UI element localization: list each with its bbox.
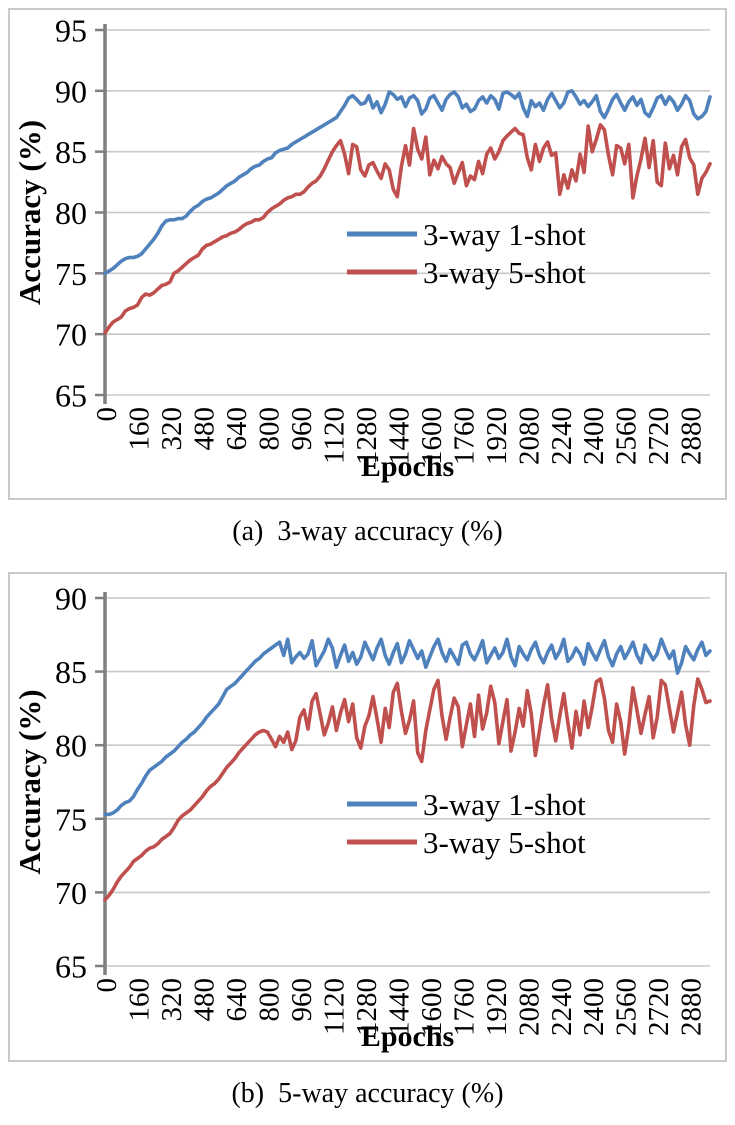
x-tick-label: 0 [91, 407, 123, 422]
x-tick-label: 320 [156, 978, 188, 1022]
x-tick-label: 1600 [416, 407, 448, 465]
y-axis-title: Accuracy (%) [12, 120, 47, 305]
chart-b-frame: 90 85 80 75 70 65 0 160 320 480 640 800 960 1120 1280 1… [8, 572, 727, 1062]
y-tick-label: 90 [55, 581, 87, 617]
x-tick-label: 1760 [448, 407, 480, 465]
x-tick-label: 2080 [513, 978, 545, 1036]
x-tick-label: 2400 [578, 407, 610, 465]
x-tick-label: 1280 [351, 978, 383, 1036]
legend-label-3-way-5-shot: 3-way 5-shot [423, 825, 586, 860]
x-tick-label: 2400 [578, 978, 610, 1036]
x-tick-label: 160 [123, 978, 155, 1022]
x-tick-label: 960 [286, 978, 318, 1022]
x-tick-label: 2880 [676, 407, 708, 465]
x-tick-label: 2720 [643, 978, 675, 1036]
legend-label-3-way-5-shot: 3-way 5-shot [423, 255, 586, 290]
y-tick-label: 95 [55, 13, 87, 49]
gridlines [105, 29, 710, 396]
x-tick-label: 320 [156, 407, 188, 451]
x-tick-label: 1600 [416, 978, 448, 1036]
x-tick-label: 160 [123, 407, 155, 451]
x-axis-title: Epochs [361, 1020, 454, 1053]
y-tick-label: 85 [55, 134, 87, 170]
x-tick-label: 1440 [383, 407, 415, 465]
x-tick-label: 2560 [611, 407, 643, 465]
x-tick-label: 2720 [643, 407, 675, 465]
x-tick-label: 1920 [481, 407, 513, 465]
x-tick-label: 480 [188, 978, 220, 1022]
x-tick-label: 2080 [513, 407, 545, 465]
chart-a-frame: 95 90 85 80 75 70 65 0 160 320 480 640 800 960 1120 128… [8, 8, 727, 500]
y-axis-ticks [95, 596, 106, 968]
x-tick-label: 1280 [351, 407, 383, 465]
y-tick-label: 90 [55, 73, 87, 109]
gridlines [105, 597, 710, 967]
y-tick-labels: 95 90 85 80 75 70 65 [55, 13, 87, 414]
y-tick-label: 70 [55, 317, 87, 353]
caption-b: (b) 5-way accuracy (%) [231, 1078, 504, 1109]
x-axis-title: Epochs [361, 450, 454, 483]
y-tick-label: 80 [55, 728, 87, 764]
x-tick-label: 480 [188, 407, 220, 451]
y-tick-label: 75 [55, 801, 87, 837]
x-tick-label: 800 [253, 978, 285, 1022]
legend-label-3-way-1-shot: 3-way 1-shot [423, 787, 586, 822]
y-tick-label: 75 [55, 256, 87, 292]
x-tick-label: 800 [253, 407, 285, 451]
x-tick-label: 640 [221, 407, 253, 451]
x-tick-label: 1760 [448, 978, 480, 1036]
x-tick-label: 2560 [611, 978, 643, 1036]
x-tick-label: 0 [91, 978, 123, 993]
x-tick-labels: 0 160 320 480 640 800 960 1120 1280 1440 1600 1760 1… [91, 978, 708, 1036]
series-line-3-way-5-shot [103, 123, 712, 335]
x-tick-label: 2880 [676, 978, 708, 1036]
series-line-3-way-5-shot [103, 677, 712, 902]
y-tick-label: 85 [55, 654, 87, 690]
x-tick-label: 1120 [318, 407, 350, 464]
series-line-3-way-1-shot [103, 89, 712, 276]
x-tick-label: 960 [286, 407, 318, 451]
caption-a: (a) 3-way accuracy (%) [232, 516, 503, 547]
y-tick-label: 65 [55, 378, 87, 414]
y-axis-title: Accuracy (%) [12, 689, 47, 874]
y-tick-labels: 90 85 80 75 70 65 [55, 581, 87, 985]
series-line-3-way-1-shot [103, 637, 712, 817]
x-tick-labels: 0 160 320 480 640 800 960 1120 1280 1440 1600 1760 1… [91, 407, 708, 465]
legend-label-3-way-1-shot: 3-way 1-shot [423, 217, 586, 252]
x-tick-label: 1920 [481, 978, 513, 1036]
x-tick-label: 640 [221, 978, 253, 1022]
y-tick-label: 70 [55, 875, 87, 911]
y-tick-label: 80 [55, 195, 87, 231]
x-tick-label: 1120 [318, 978, 350, 1035]
y-tick-label: 65 [55, 949, 87, 985]
x-tick-label: 2240 [546, 978, 578, 1036]
x-tick-label: 1440 [383, 978, 415, 1036]
x-tick-label: 2240 [546, 407, 578, 465]
